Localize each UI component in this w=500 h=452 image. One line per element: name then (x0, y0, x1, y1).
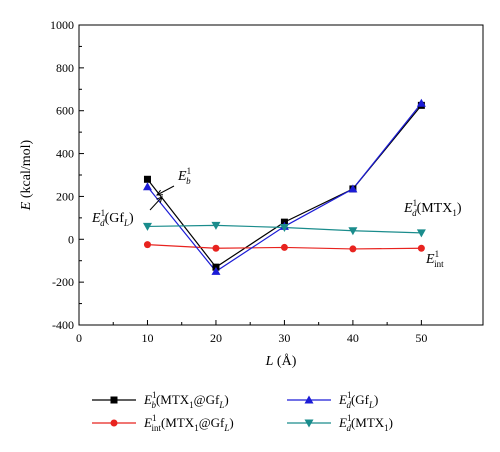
data-point-edmtx (416, 229, 426, 238)
legend-marker-edmtx (304, 419, 314, 428)
data-point-eint (280, 243, 288, 251)
y-tick-label: -400 (52, 318, 74, 332)
data-point-edmtx (279, 224, 289, 232)
x-tick-label: 20 (210, 331, 222, 345)
data-point-eint (143, 241, 151, 249)
legend-label-edmtx: E1 d(MTX1) (338, 413, 393, 433)
legend-label-eb: E1 b(MTX1@GfL) (143, 390, 229, 410)
data-point-eint (349, 245, 357, 253)
legend-marker-eb (110, 396, 118, 404)
data-point-edmtx (142, 222, 152, 231)
y-tick-label: -200 (52, 275, 74, 289)
y-tick-label: 200 (56, 189, 74, 203)
data-point-eb (143, 175, 151, 183)
y-tick-label: 400 (56, 147, 74, 161)
data-point-edgf (348, 184, 358, 193)
legend-label-eint: E1 int(MTX1@GfL) (143, 413, 234, 433)
data-point-edgf (416, 98, 426, 107)
series-line-eb (147, 104, 422, 268)
legend-label-edgf: E1 d(GfL) (338, 390, 378, 410)
data-point-edgf (142, 182, 152, 191)
x-tick-label: 10 (141, 331, 153, 345)
x-tick-label: 50 (415, 331, 427, 345)
annotation-arrow-eb-head (155, 189, 164, 196)
y-tick-label: 1000 (50, 18, 74, 32)
annotation-eint: E1 int (425, 249, 444, 269)
annotation-edmtx: E1 d(MTX1) (403, 198, 462, 218)
legend-marker-edgf (304, 395, 314, 404)
y-axis-title: E (kcal/mol) (19, 139, 34, 211)
annotation-edgf: E1 d(GfL) (91, 208, 134, 228)
y-tick-label: 600 (56, 104, 74, 118)
x-tick-label: 0 (76, 331, 82, 345)
plot-frame (78, 24, 484, 326)
annotation-arrow-edgf (149, 196, 163, 211)
data-point-eint (417, 244, 425, 252)
data-point-edgf (211, 266, 221, 275)
x-tick-label: 40 (347, 331, 359, 345)
x-tick-label: 30 (278, 331, 290, 345)
annotation-arrow-edgf-head (156, 196, 163, 203)
annotation-arrow-eb (156, 185, 175, 196)
data-point-edmtx (211, 221, 221, 230)
y-tick-label: 800 (56, 61, 74, 75)
data-point-eint (212, 244, 220, 252)
annotation-eb: E1 b (177, 166, 191, 186)
y-tick-label: 0 (68, 232, 74, 246)
x-axis-title: L (Å) (265, 353, 297, 369)
legend-marker-eint (110, 419, 118, 427)
data-point-edmtx (348, 227, 358, 236)
